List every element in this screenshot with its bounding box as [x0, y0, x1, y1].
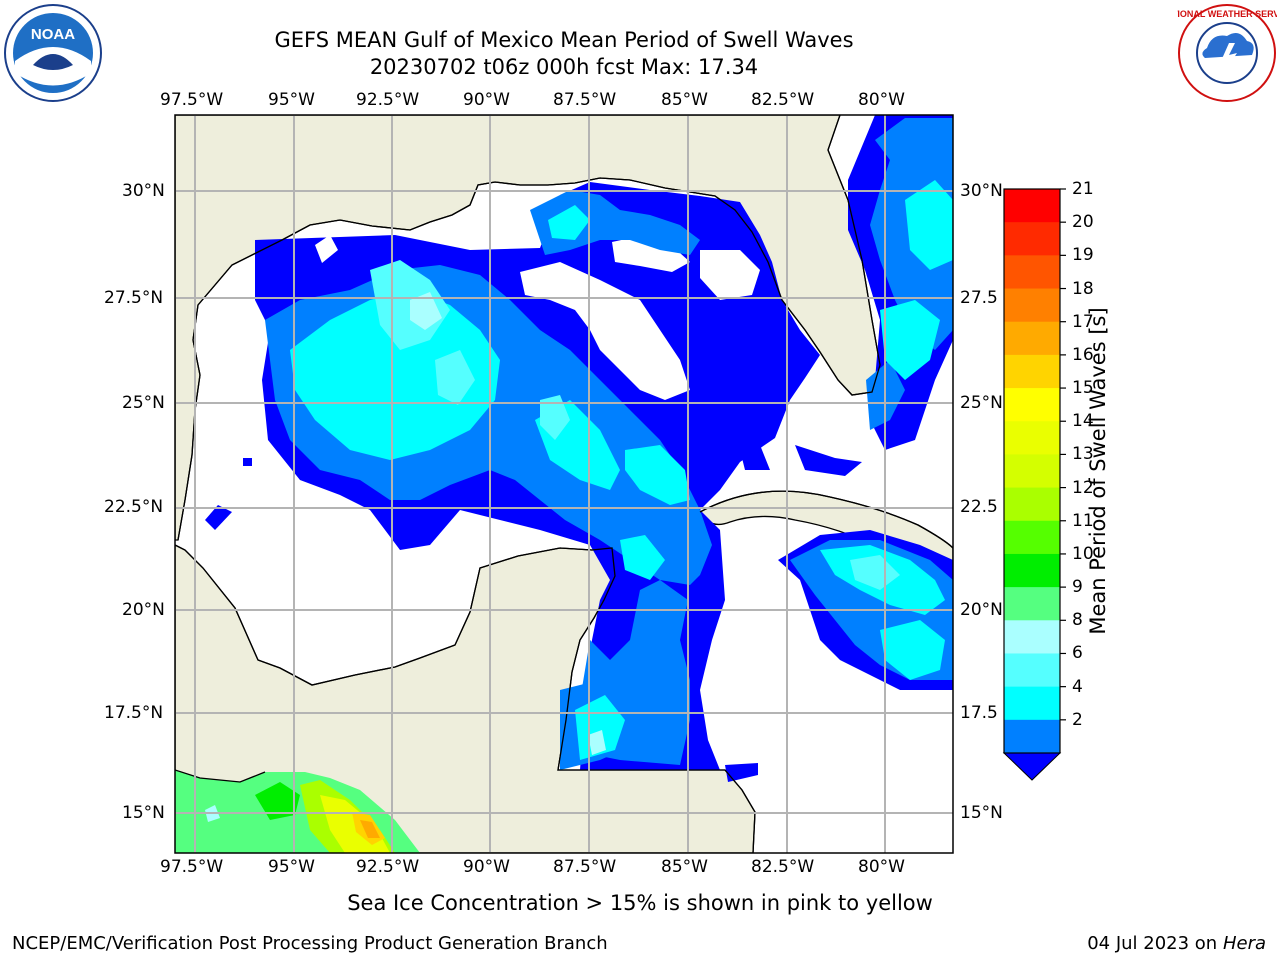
lon-label-top-4: 90°W [463, 90, 510, 110]
colorbar-tick-label: 6 [1072, 643, 1083, 664]
lat-label-right-3: 25°N [960, 393, 1003, 413]
lat-label-left-6: 17.5°N [104, 703, 164, 723]
colorbar-segment [1004, 354, 1060, 389]
map-area [175, 115, 953, 853]
colorbar-tick-label: 15 [1072, 378, 1094, 399]
colorbar-frame [1003, 188, 1061, 754]
colorbar-segment [1004, 487, 1060, 522]
colorbar-segment [1004, 620, 1060, 654]
lon-label-bottom-1: 97.5°W [160, 857, 224, 877]
noaa-logo-text: NOAA [31, 26, 75, 43]
colorbar-under-extension [1002, 752, 1062, 781]
colorbar-segment [1004, 421, 1060, 455]
colorbar-tick-label: 12 [1072, 477, 1094, 498]
lon-label-bottom-8: 80°W [858, 857, 905, 877]
credit-text: NCEP/EMC/Verification Post Processing Pr… [12, 933, 608, 954]
machine-name: Hera [1222, 933, 1266, 954]
colorbar-tick-label: 14 [1072, 411, 1094, 432]
colorbar-segment [1004, 388, 1060, 422]
gridlines [175, 115, 953, 853]
lat-label-left-7: 15°N [122, 803, 165, 823]
run-date-text: 04 Jul 2023 on [1087, 933, 1223, 954]
lon-label-top-3: 92.5°W [356, 90, 420, 110]
lon-label-top-2: 95°W [268, 90, 315, 110]
colorbar-tick-label: 9 [1072, 577, 1083, 598]
lat-label-right-1: 30°N [960, 181, 1003, 201]
colorbar-segment [1004, 454, 1060, 489]
coastlines [175, 115, 953, 853]
colorbar-segment [1004, 255, 1060, 290]
colorbar-tick-label: 10 [1072, 543, 1094, 564]
lat-label-right-5: 20°N [960, 600, 1003, 620]
colorbar-tick-label: 2 [1072, 709, 1083, 730]
colorbar-tick-label: 20 [1072, 212, 1094, 233]
colorbar [1002, 188, 1066, 781]
colorbar-segment [1004, 189, 1060, 223]
lat-label-left-5: 20°N [122, 600, 165, 620]
colorbar-segment [1004, 653, 1060, 688]
lon-label-top-5: 87.5°W [553, 90, 617, 110]
colorbar-segment [1004, 587, 1060, 621]
colorbar-tick-label: 16 [1072, 344, 1094, 365]
swell-period-field [175, 115, 953, 853]
map-frame [174, 114, 954, 854]
lat-label-right-7: 15°N [960, 803, 1003, 823]
colorbar-tick-label: 17 [1072, 311, 1094, 332]
chart-title: GEFS MEAN Gulf of Mexico Mean Period of … [274, 28, 854, 52]
lon-label-bottom-6: 85°W [661, 857, 708, 877]
noaa-logo-icon: NOAA [3, 3, 103, 103]
lon-label-bottom-4: 90°W [463, 857, 510, 877]
lon-label-top-6: 85°W [661, 90, 708, 110]
colorbar-segment [1004, 222, 1060, 256]
colorbar-segment [1004, 719, 1060, 754]
lat-label-left-4: 22.5°N [104, 497, 164, 517]
colorbar-tick-label: 13 [1072, 444, 1094, 465]
lat-label-right-6: 17.5 [960, 703, 998, 723]
colorbar-segment [1004, 288, 1060, 323]
colorbar-tick-label: 18 [1072, 278, 1094, 299]
lon-label-bottom-5: 87.5°W [553, 857, 617, 877]
lat-label-right-2: 27.5 [960, 288, 998, 308]
lon-label-bottom-2: 95°W [268, 857, 315, 877]
lon-label-top-1: 97.5°W [160, 90, 224, 110]
colorbar-tick-label: 21 [1072, 179, 1094, 199]
colorbar-tick-label: 8 [1072, 610, 1083, 631]
national-weather-service-logo-icon: NATIONAL WEATHER SERVICE [1160, 3, 1280, 103]
lat-label-right-4: 22.5 [960, 497, 998, 517]
colorbar-segment [1004, 520, 1060, 555]
lon-label-bottom-3: 92.5°W [356, 857, 420, 877]
run-date: 04 Jul 2023 on Hera [1087, 933, 1266, 954]
lat-label-left-2: 27.5°N [104, 288, 164, 308]
colorbar-label: Mean Period of Swell Waves [s] [1086, 307, 1110, 635]
colorbar-segment [1004, 686, 1060, 721]
lat-label-left-1: 30°N [122, 181, 165, 201]
colorbar-tick-label: 19 [1072, 245, 1094, 266]
colorbar-segment [1004, 321, 1060, 356]
colorbar-tick-label: 4 [1072, 676, 1083, 697]
colorbar-tick-label: 11 [1072, 510, 1094, 531]
colorbar-segment [1004, 553, 1060, 588]
lon-label-bottom-7: 82.5°W [751, 857, 815, 877]
lon-label-top-8: 80°W [858, 90, 905, 110]
nws-logo-text: NATIONAL WEATHER SERVICE [1177, 9, 1277, 19]
lat-label-left-3: 25°N [122, 393, 165, 413]
sea-ice-note: Sea Ice Concentration > 15% is shown in … [347, 891, 933, 915]
lon-label-top-7: 82.5°W [751, 90, 815, 110]
chart-subtitle: 20230702 t06z 000h fcst Max: 17.34 [369, 55, 759, 79]
